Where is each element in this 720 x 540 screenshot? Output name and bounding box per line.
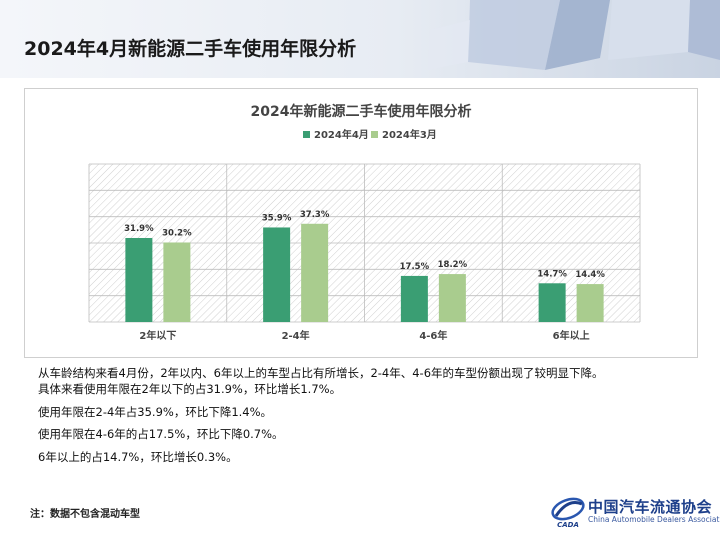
- footnote: 注：数据不包含混动车型: [30, 509, 140, 520]
- legend-swatch: [303, 131, 310, 138]
- data-label: 35.9%: [262, 213, 292, 223]
- bar-chart: 2024年新能源二手车使用年限分析 2024年4月 2024年3月 31.9% 30…: [88, 103, 641, 342]
- note-line: 具体来看使用年限在2年以下的占31.9%，环比增长1.7%。: [38, 381, 342, 396]
- page-title: 2024年4月新能源二手车使用年限分析: [24, 38, 357, 60]
- chart-title: 2024年新能源二手车使用年限分析: [251, 103, 472, 120]
- data-label: 31.9%: [124, 224, 154, 234]
- logo-name-en: China Automobile Dealers Association: [588, 515, 720, 524]
- bar: [400, 275, 428, 322]
- x-tick-label: 2年以下: [139, 329, 176, 342]
- chart-legend: 2024年4月 2024年3月: [303, 128, 437, 141]
- legend-swatch: [371, 131, 378, 138]
- bar: [538, 283, 566, 322]
- logo-mark-text: CADA: [557, 521, 579, 529]
- data-label: 18.2%: [438, 260, 468, 270]
- note-line: 从车龄结构来看4月份，2年以内、6年以上的车型占比有所增长，2-4年、4-6年的…: [38, 366, 604, 380]
- x-tick-label: 2-4年: [282, 329, 310, 342]
- note-line: 使用年限在4-6年的占17.5%，环比下降0.7%。: [38, 426, 284, 441]
- x-tick-label: 6年以上: [553, 329, 590, 342]
- legend-label: 2024年4月: [314, 128, 369, 141]
- cada-emblem-icon: CADA: [551, 497, 585, 529]
- analysis-notes: 从车龄结构来看4月份，2年以内、6年以上的车型占比有所增长，2-4年、4-6年的…: [38, 366, 604, 466]
- data-label: 30.2%: [162, 228, 192, 238]
- header-banner: 2024年4月新能源二手车使用年限分析: [0, 0, 720, 78]
- logo-name-cn: 中国汽车流通协会: [588, 498, 713, 516]
- data-label: 17.5%: [400, 262, 430, 272]
- data-label: 14.4%: [575, 270, 605, 280]
- bar: [438, 274, 466, 322]
- bar: [263, 227, 291, 322]
- x-tick-label: 4-6年: [419, 329, 447, 342]
- bar: [301, 223, 329, 322]
- data-label: 37.3%: [300, 210, 330, 220]
- note-line: 6年以上的占14.7%，环比增长0.3%。: [38, 450, 238, 465]
- decorative-cubes-image: [428, 0, 720, 70]
- plot-area: 31.9% 30.2% 2年以下 35.9% 37.3% 2-4年 17.5% 18.2% 4-…: [88, 163, 641, 342]
- legend-label: 2024年3月: [382, 128, 437, 141]
- note-line: 使用年限在2-4年占35.9%，环比下降1.4%。: [38, 405, 273, 420]
- bar: [576, 284, 604, 322]
- data-label: 14.7%: [537, 269, 567, 279]
- chart-container: 2024年新能源二手车使用年限分析 2024年4月 2024年3月 31.9% 30…: [24, 88, 698, 358]
- bar: [163, 242, 191, 322]
- cada-logo: CADA 中国汽车流通协会 China Automobile Dealers A…: [548, 494, 720, 530]
- bar: [125, 237, 153, 322]
